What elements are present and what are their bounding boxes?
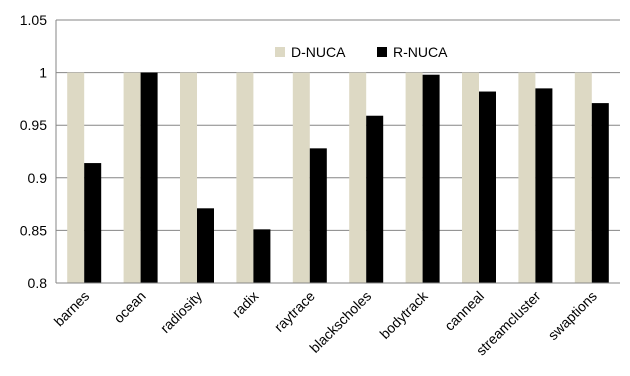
legend-swatch-d-nuca <box>275 47 285 57</box>
bar-r-nuca-radiosity <box>197 208 214 283</box>
bars <box>67 72 609 284</box>
x-tick-label-raytrace: raytrace <box>271 288 318 335</box>
bar-r-nuca-ocean <box>140 72 158 283</box>
x-tick-label-canneal: canneal <box>441 288 487 334</box>
bar-d-nuca-streamcluster <box>518 72 536 283</box>
bar-d-nuca-ocean <box>123 72 141 283</box>
y-tick-label: 1 <box>39 65 47 81</box>
x-tick-label-swaptions: swaptions <box>545 288 600 343</box>
bar-d-nuca-raytrace <box>292 72 310 283</box>
x-tick-label-barnes: barnes <box>51 288 93 330</box>
x-tick-labels: barnes ocean radiosity radix raytraceblacksc… <box>51 287 600 358</box>
bar-r-nuca-bodytrack <box>422 74 440 283</box>
legend: D-NUCA R-NUCA <box>275 44 448 60</box>
y-tick-label: 1.05 <box>20 12 47 28</box>
bar-d-nuca-swaptions <box>574 72 592 283</box>
bar-r-nuca-swaptions <box>591 103 609 283</box>
bar-d-nuca-radiosity <box>180 72 197 283</box>
y-tick-label: 0.95 <box>20 117 47 133</box>
y-tick-labels: 0.8 0.85 0.9 0.95 1 1.05 <box>20 12 47 291</box>
x-tick-label-bodytrack: bodytrack <box>376 287 431 342</box>
bar-r-nuca-streamcluster <box>535 88 553 283</box>
bar-d-nuca-barnes <box>67 72 85 283</box>
x-tick-label-radiosity: radiosity <box>157 288 205 336</box>
bar-r-nuca-radix <box>253 229 271 283</box>
axes <box>55 20 620 284</box>
x-tick-label-ocean: ocean <box>110 288 148 326</box>
legend-label-r-nuca: R-NUCA <box>393 44 448 60</box>
bar-r-nuca-barnes <box>84 163 102 283</box>
bar-d-nuca-blackscholes <box>349 72 367 283</box>
legend-swatch-r-nuca <box>377 47 387 57</box>
bar-d-nuca-bodytrack <box>405 72 423 283</box>
x-tick-label-radix: radix <box>229 288 262 321</box>
y-tick-label: 0.85 <box>20 222 47 238</box>
bar-r-nuca-blackscholes <box>366 115 384 284</box>
bar-r-nuca-canneal <box>479 91 496 283</box>
y-tick-label: 0.8 <box>28 275 48 291</box>
y-tick-label: 0.9 <box>28 170 48 186</box>
bar-d-nuca-canneal <box>462 72 479 283</box>
bar-d-nuca-radix <box>236 72 254 283</box>
legend-label-d-nuca: D-NUCA <box>291 44 346 60</box>
bar-r-nuca-raytrace <box>309 148 327 283</box>
